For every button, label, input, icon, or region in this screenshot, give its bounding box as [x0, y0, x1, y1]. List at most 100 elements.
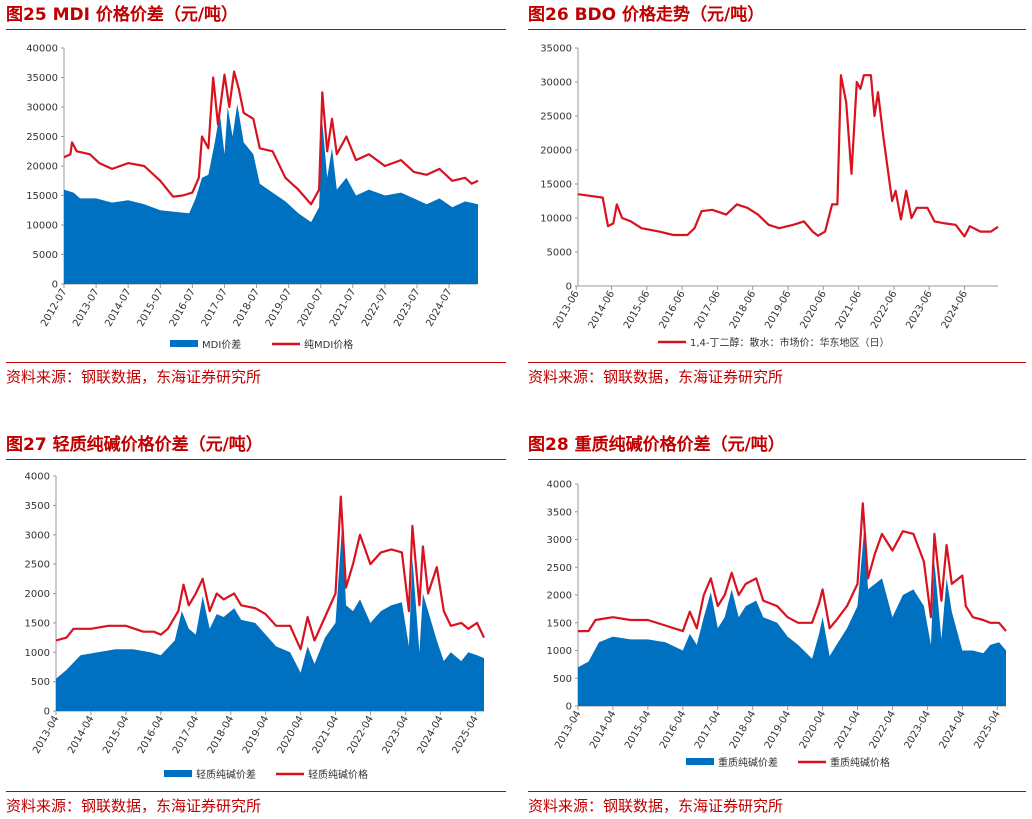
x-tick-label: 2023-06	[904, 289, 934, 331]
x-tick-label: 2018-04	[206, 714, 236, 756]
y-tick-label: 4000	[547, 480, 572, 491]
y-tick-label: 5000	[33, 250, 58, 261]
y-tick-label: 1000	[25, 648, 50, 659]
chart-panel-light-soda: 图27 轻质纯碱价格价差（元/吨） 0 500 1000 1500 2000 2500 30…	[6, 430, 506, 819]
y-tick-label: 10000	[26, 221, 58, 232]
x-tick-label: 2020-04	[798, 709, 828, 751]
y-tick-label: 0	[566, 702, 572, 713]
y-tick-label: 4000	[25, 472, 50, 483]
x-tick-label: 2019-04	[241, 714, 271, 756]
x-tick-label: 2016-04	[136, 714, 166, 756]
y-tick-label: 1500	[547, 618, 572, 629]
title-rule	[6, 29, 506, 30]
y-tick-label: 0	[52, 280, 58, 291]
chart-legend: MDI价差 纯MDI价格	[170, 338, 353, 351]
x-tick-label: 2015-04	[101, 714, 131, 756]
x-tick-label: 2013-07	[71, 287, 101, 329]
x-tick-label: 2017-04	[171, 714, 201, 756]
series-line-1	[55, 495, 485, 651]
y-tick-label: 30000	[26, 103, 58, 114]
x-tick-label: 2019-04	[763, 709, 793, 751]
y-tick-label: 20000	[26, 162, 58, 173]
series-area-0	[56, 520, 484, 711]
source-rule	[528, 791, 1026, 792]
x-tick-label: 2021-04	[833, 709, 863, 751]
title-rule	[6, 459, 506, 460]
x-tick-label: 2016-07	[168, 287, 198, 329]
x-tick-label: 2019-06	[763, 289, 793, 331]
x-tick-label: 2015-07	[135, 287, 165, 329]
x-tick-label: 2024-07	[424, 287, 454, 329]
series-line-1	[578, 502, 1007, 633]
source-text: 资料来源：钢联数据，东海证券研究所	[6, 797, 262, 815]
y-tick-label: 20000	[540, 146, 572, 157]
source-rule	[6, 362, 506, 363]
x-tick-label: 2023-04	[903, 709, 933, 751]
y-tick-label: 35000	[540, 44, 572, 55]
y-tick-label: 10000	[540, 214, 572, 225]
y-tick-label: 15000	[540, 180, 572, 191]
x-tick-label: 2022-06	[869, 289, 899, 331]
chart-title: 图25 MDI 价格价差（元/吨）	[6, 5, 239, 25]
source-rule	[6, 791, 506, 792]
y-tick-label: 500	[31, 677, 50, 688]
chart-panel-bdo: 图26 BDO 价格走势（元/吨） 0 5000 10000 15000 20000 25…	[528, 0, 1026, 400]
y-tick-label: 2000	[547, 591, 572, 602]
x-tick-label: 2022-04	[868, 709, 898, 751]
legend-label: MDI价差	[202, 338, 241, 351]
y-tick-label: 3500	[547, 507, 572, 518]
x-tick-label: 2022-07	[360, 287, 390, 329]
y-tick-label: 0	[566, 282, 572, 293]
legend-label: 1,4-丁二醇：散水：市场价：华东地区（日）	[690, 336, 890, 349]
y-tick-label: 15000	[26, 191, 58, 202]
x-tick-label: 2016-06	[657, 289, 687, 331]
y-tick-label: 25000	[26, 132, 58, 143]
x-tick-label: 2024-06	[940, 289, 970, 331]
y-tick-label: 30000	[540, 78, 572, 89]
y-tick-label: 3000	[25, 530, 50, 541]
x-tick-label: 2013-04	[31, 714, 61, 756]
y-tick-label: 40000	[26, 44, 58, 55]
y-tick-label: 2500	[547, 563, 572, 574]
y-tick-label: 5000	[547, 248, 572, 259]
legend-label: 重质纯碱价格	[830, 756, 890, 769]
x-tick-label: 2020-04	[276, 714, 306, 756]
legend-swatch-area	[686, 758, 714, 765]
x-tick-label: 2018-04	[728, 709, 758, 751]
legend-label: 轻质纯碱价格	[308, 768, 368, 781]
chart-legend: 轻质纯碱价差 轻质纯碱价格	[164, 768, 368, 781]
series-area-0	[578, 525, 1006, 706]
x-tick-label: 2024-04	[415, 714, 445, 756]
y-tick-label: 0	[44, 707, 50, 718]
x-tick-label: 2017-06	[693, 289, 723, 331]
x-tick-label: 2019-07	[264, 287, 294, 329]
legend-label: 纯MDI价格	[304, 338, 353, 351]
x-tick-label: 2015-04	[623, 709, 653, 751]
legend-label: 重质纯碱价差	[718, 756, 778, 769]
title-rule	[528, 29, 1026, 30]
series-area-0	[64, 104, 478, 284]
legend-swatch-area	[164, 770, 192, 777]
series-line-0	[577, 74, 999, 238]
x-tick-label: 2014-04	[66, 714, 96, 756]
x-tick-label: 2015-06	[622, 289, 652, 331]
x-tick-label: 2016-04	[658, 709, 688, 751]
x-tick-label: 2021-07	[328, 287, 358, 329]
x-tick-label: 2021-04	[311, 714, 341, 756]
y-tick-label: 2000	[25, 589, 50, 600]
chart-title: 图26 BDO 价格走势（元/吨）	[528, 5, 765, 25]
bdo-chart: 0 5000 10000 15000 20000 25000 30000 35000 2013-…	[540, 44, 999, 349]
x-tick-label: 2013-04	[553, 709, 583, 751]
x-tick-label: 2020-07	[296, 287, 326, 329]
source-rule	[528, 362, 1026, 363]
source-text: 资料来源：钢联数据，东海证券研究所	[528, 797, 784, 815]
legend-label: 轻质纯碱价差	[196, 768, 256, 781]
chart-legend: 重质纯碱价差 重质纯碱价格	[686, 756, 890, 769]
chart-panel-heavy-soda: 图28 重质纯碱价格价差（元/吨） 0 500 1000 1500 2000 2500 30…	[528, 430, 1026, 819]
mdi-chart: 0 5000 10000 15000 20000 25000 30000 35000 40000…	[26, 44, 479, 351]
x-tick-label: 2018-06	[728, 289, 758, 331]
x-tick-label: 2014-06	[587, 289, 617, 331]
y-tick-label: 1500	[25, 618, 50, 629]
x-tick-label: 2023-07	[392, 287, 422, 329]
